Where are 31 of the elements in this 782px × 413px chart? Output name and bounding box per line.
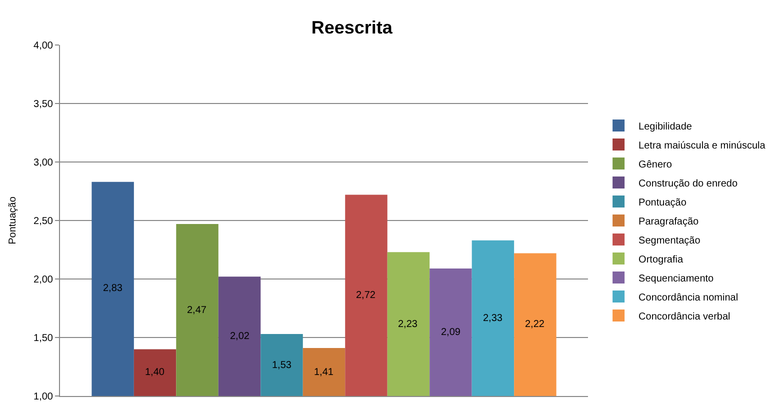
data-label: 2,83 bbox=[103, 283, 123, 294]
y-tick-label: 3,00 bbox=[34, 158, 54, 168]
data-label: 2,09 bbox=[441, 327, 461, 338]
legend-label: Concordância verbal bbox=[638, 311, 730, 322]
data-label: 2,33 bbox=[483, 313, 503, 324]
data-label: 2,22 bbox=[525, 319, 545, 330]
y-tick-label: 3,50 bbox=[34, 99, 54, 110]
legend-label: Ortografia bbox=[638, 254, 684, 266]
y-tick-label: 2,50 bbox=[34, 216, 54, 227]
legend-label: Gênero bbox=[638, 159, 672, 170]
legend-label: Pontuação bbox=[638, 197, 687, 208]
legend-label: Letra maiúscula e minúscula bbox=[638, 140, 766, 152]
data-label: 1,41 bbox=[314, 367, 334, 378]
y-tick-label: 1,50 bbox=[34, 333, 54, 344]
y-axis-title: Pontuação bbox=[8, 196, 19, 244]
data-label: 2,47 bbox=[187, 305, 207, 316]
legend-label: Segmentação bbox=[638, 235, 701, 246]
chart-title: Reescrita bbox=[311, 17, 394, 38]
legend-label: Legibilidade bbox=[638, 121, 692, 132]
data-label: 2,02 bbox=[230, 331, 250, 342]
data-label: 1,40 bbox=[145, 367, 165, 378]
data-label: 2,23 bbox=[398, 319, 418, 330]
legend-label: Concordância nominal bbox=[638, 292, 738, 304]
y-tick-label: 4,00 bbox=[34, 40, 54, 52]
data-label: 2,72 bbox=[356, 290, 376, 301]
legend-label: Sequenciamento bbox=[638, 273, 714, 284]
y-tick-label: 2,00 bbox=[34, 274, 54, 286]
y-tick-label: 1,00 bbox=[34, 392, 54, 402]
data-label: 1,53 bbox=[272, 360, 292, 371]
legend-label: Construção do enredo bbox=[638, 178, 738, 190]
legend-label: Paragrafação bbox=[638, 216, 700, 228]
